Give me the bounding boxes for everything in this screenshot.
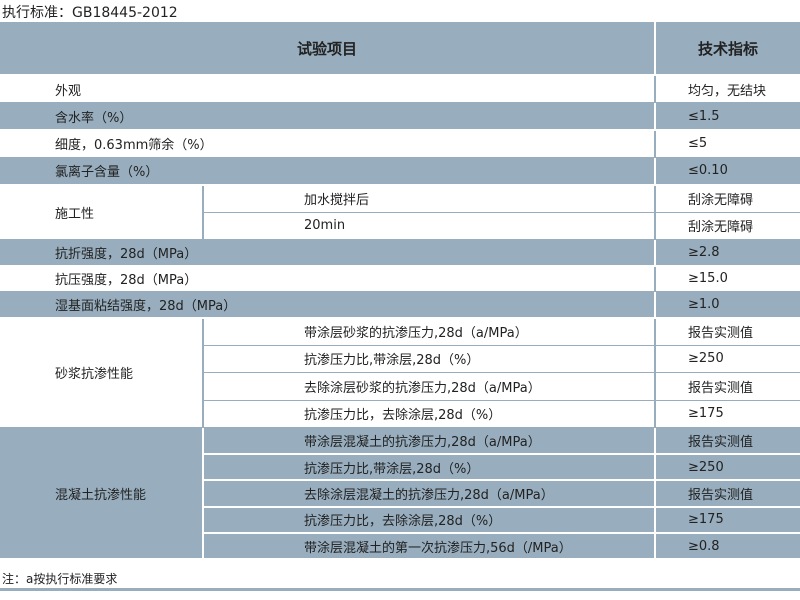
spec-value: 报告实测值 [654, 427, 800, 455]
spec-value: 报告实测值 [654, 317, 800, 346]
spec-value: ≤5 [654, 130, 800, 158]
spec-value: 报告实测值 [654, 372, 800, 401]
table-row: 含水率（%） ≤1.5 [0, 102, 800, 131]
spec-value: 均匀，无结块 [654, 75, 800, 103]
table-row: 施工性 加水搅拌后 刮涂无障碍 [0, 184, 800, 240]
spec-value: ≥1.0 [654, 291, 800, 319]
header-item: 试验项目 [0, 22, 656, 76]
spec-value: ≤1.5 [654, 102, 800, 131]
table-row: 细度，0.63mm筛余（%） ≤5 [0, 130, 800, 158]
sub-item-label: 抗渗压力比,带涂层,28d（%） [201, 345, 656, 373]
item-label: 湿基面粘结强度，28d（MPa） [0, 291, 656, 319]
header-spec: 技术指标 [654, 22, 800, 76]
table-row: 去除涂层砂浆的抗渗压力,28d（a/MPa） 报告实测值 [0, 372, 800, 401]
table-row: 氯离子含量（%） ≤0.10 [0, 157, 800, 186]
footnote: 注：a按执行标准要求 [2, 572, 118, 586]
spec-table: 试验项目 技术指标 外观 均匀，无结块 含水率（%） ≤1.5 细度，0.63mm筛余（… [0, 22, 800, 561]
spec-value: ≥2.8 [654, 239, 800, 267]
table-header: 试验项目 技术指标 [0, 22, 800, 76]
sub-item-label: 抗渗压力比,带涂层,28d（%） [201, 453, 656, 482]
table-row: 抗渗压力比，去除涂层,28d（%） ≥175 [0, 506, 800, 535]
table-row: 外观 均匀，无结块 [0, 75, 800, 103]
item-label: 含水率（%） [0, 102, 656, 131]
item-label: 砂浆抗渗性能 [0, 317, 203, 428]
spec-value: 刮涂无障碍 [654, 184, 800, 213]
table-row: 带涂层混凝土的第一次抗渗压力,56d（/MPa） ≥0.8 [0, 533, 800, 561]
table-row: 混凝土抗渗性能 带涂层混凝土的抗渗压力,28d（a/MPa） 报告实测值 [0, 427, 800, 561]
spec-value: ≥250 [654, 453, 800, 482]
bottom-rule [0, 588, 800, 591]
item-label: 混凝土抗渗性能 [0, 427, 203, 561]
sub-item-label: 抗渗压力比，去除涂层,28d（%） [201, 400, 656, 428]
item-label: 施工性 [0, 184, 203, 240]
table-row: 抗渗压力比,带涂层,28d（%） ≥250 [0, 453, 800, 482]
spec-value: ≤0.10 [654, 157, 800, 186]
standard-label: 执行标准：GB18445-2012 [2, 5, 178, 21]
spec-value: ≥0.8 [654, 533, 800, 561]
spec-value: 报告实测值 [654, 480, 800, 508]
sub-item-label: 带涂层混凝土的第一次抗渗压力,56d（/MPa） [201, 533, 656, 561]
spec-value: ≥175 [654, 506, 800, 535]
table-row: 去除涂层混凝土的抗渗压力,28d（a/MPa） 报告实测值 [0, 480, 800, 508]
spec-value: ≥15.0 [654, 265, 800, 292]
sub-item-label: 去除涂层混凝土的抗渗压力,28d（a/MPa） [201, 480, 656, 508]
item-label: 氯离子含量（%） [0, 157, 656, 186]
table-row: 抗折强度，28d（MPa） ≥2.8 [0, 239, 800, 267]
table-row: 抗渗压力比，去除涂层,28d（%） ≥175 [0, 400, 800, 428]
sub-item-label: 去除涂层砂浆的抗渗压力,28d（a/MPa） [201, 372, 656, 401]
item-label: 抗压强度，28d（MPa） [0, 265, 656, 292]
spec-value: 刮涂无障碍 [654, 212, 800, 240]
table-row: 湿基面粘结强度，28d（MPa） ≥1.0 [0, 291, 800, 319]
item-label: 细度，0.63mm筛余（%） [0, 130, 656, 158]
table-row: 砂浆抗渗性能 带涂层砂浆的抗渗压力,28d（a/MPa） 报告实测值 [0, 317, 800, 428]
sub-item-label: 加水搅拌后 [201, 184, 656, 213]
item-label: 抗折强度，28d（MPa） [0, 239, 656, 267]
spec-value: ≥175 [654, 400, 800, 428]
table-row: 抗压强度，28d（MPa） ≥15.0 [0, 265, 800, 292]
sub-item-label: 20min [201, 212, 656, 240]
item-label: 外观 [0, 75, 656, 103]
spec-value: ≥250 [654, 345, 800, 373]
table-row: 20min 刮涂无障碍 [0, 212, 800, 240]
sub-item-label: 抗渗压力比，去除涂层,28d（%） [201, 506, 656, 535]
sub-item-label: 带涂层砂浆的抗渗压力,28d（a/MPa） [201, 317, 656, 346]
table-row: 抗渗压力比,带涂层,28d（%） ≥250 [0, 345, 800, 373]
sub-item-label: 带涂层混凝土的抗渗压力,28d（a/MPa） [201, 427, 656, 455]
